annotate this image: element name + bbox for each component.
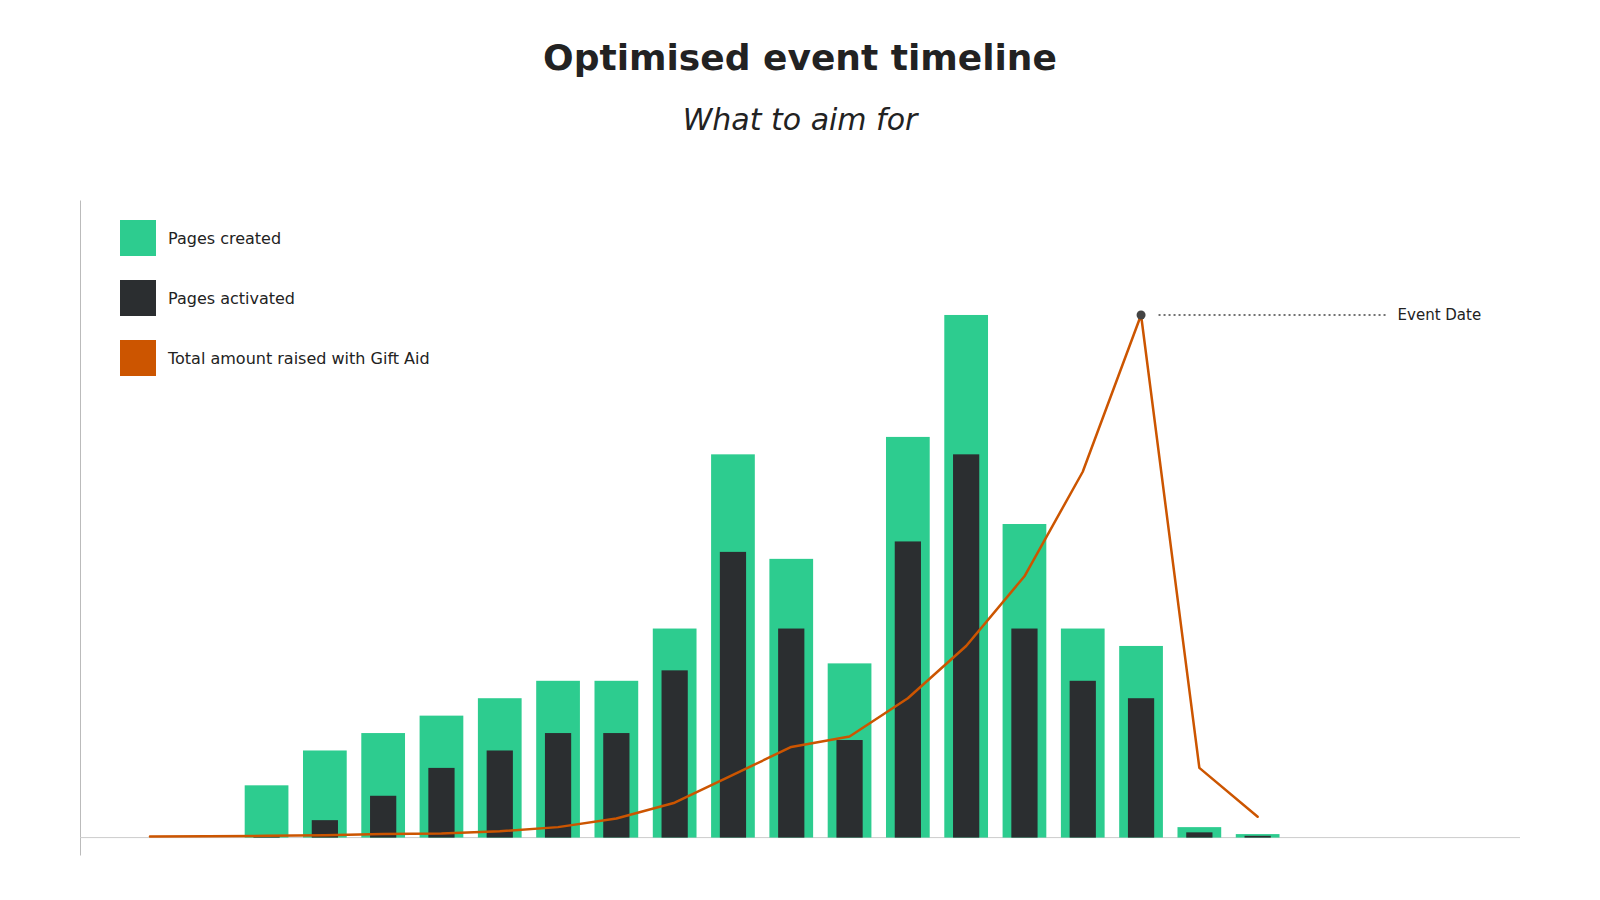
y-axis-line — [80, 201, 81, 856]
bar — [711, 454, 755, 837]
annotation-guide — [1159, 314, 1386, 316]
bar — [1245, 836, 1271, 838]
y-axis — [80, 201, 81, 856]
legend-item: Pages created — [120, 220, 281, 256]
legend-swatch — [120, 340, 156, 376]
bar — [487, 750, 513, 837]
legend-label: Total amount raised with Gift Aid — [167, 349, 430, 368]
bar — [1070, 681, 1096, 838]
annotation-dot — [1137, 310, 1146, 319]
legend: Pages created Pages activated Total amount… — [120, 220, 430, 376]
legend-label: Pages created — [168, 229, 281, 248]
bar — [478, 698, 522, 837]
legend-item: Total amount raised with Gift Aid — [120, 340, 430, 376]
bar — [836, 740, 862, 838]
bar — [720, 552, 746, 838]
legend-item: Pages activated — [120, 280, 295, 316]
bar — [303, 750, 347, 837]
marks — [80, 310, 1520, 837]
bar — [536, 681, 580, 838]
line — [150, 315, 1258, 837]
bar-series — [245, 315, 1280, 838]
bar — [370, 796, 396, 838]
bar — [1061, 629, 1105, 838]
chart: Optimised event timeline What to aim for E… — [0, 0, 1600, 900]
annotation-label: Event Date — [1398, 306, 1482, 324]
bar — [944, 315, 988, 838]
legend-swatch — [120, 280, 156, 316]
bar — [361, 733, 405, 838]
bar — [769, 559, 813, 838]
bar — [1011, 629, 1037, 838]
bar — [778, 629, 804, 838]
bar — [828, 663, 872, 837]
bar — [1177, 827, 1221, 837]
title: Optimised event timeline — [543, 37, 1057, 78]
bar — [886, 437, 930, 838]
bar — [1119, 646, 1163, 838]
bar — [1236, 834, 1280, 837]
legend-swatch — [120, 220, 156, 256]
bar — [428, 768, 454, 838]
bar — [1186, 832, 1212, 837]
legend-label: Pages activated — [168, 289, 295, 308]
bar — [1003, 524, 1047, 838]
plot-area: Event Date — [80, 201, 1520, 856]
bar — [1128, 698, 1154, 837]
bar — [420, 716, 464, 838]
bar — [545, 733, 571, 838]
bar — [245, 785, 289, 837]
subtitle: What to aim for — [683, 102, 919, 137]
bar-series — [253, 454, 1270, 837]
bar — [662, 670, 688, 837]
bar — [603, 733, 629, 838]
